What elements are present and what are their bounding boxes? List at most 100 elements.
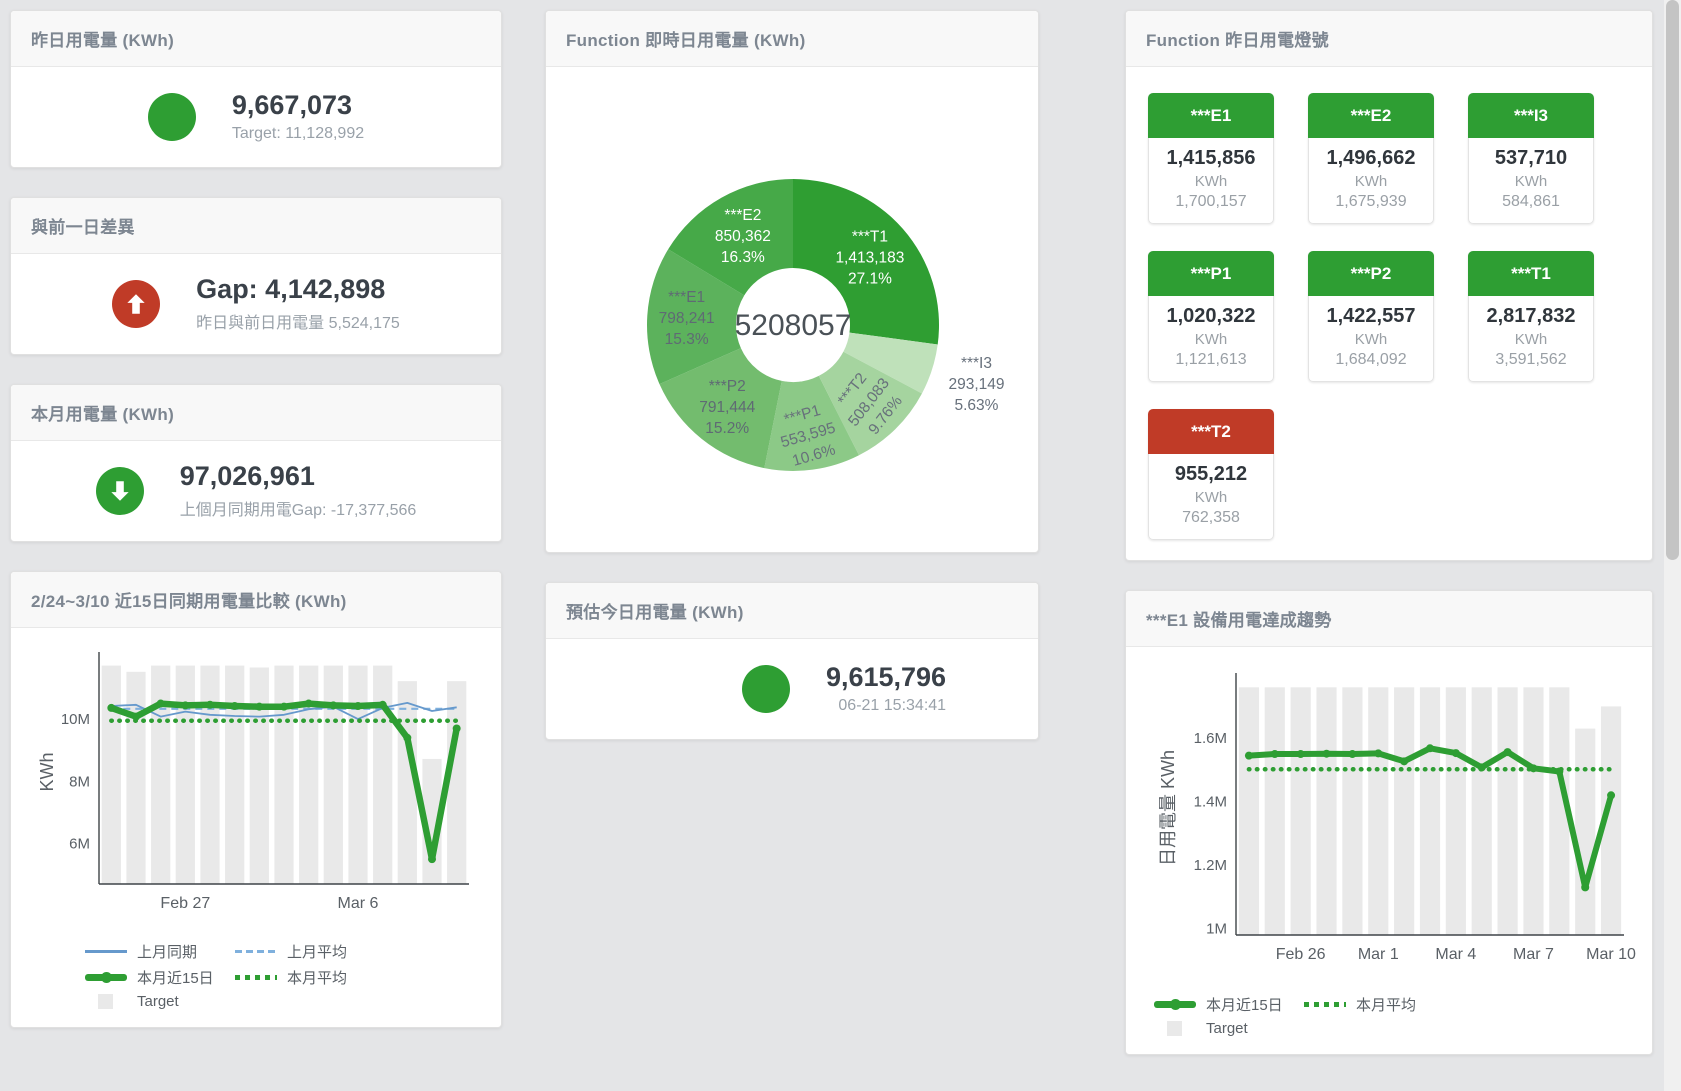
svg-text:6M: 6M	[69, 836, 90, 853]
tile-unit: KWh	[1194, 173, 1228, 190]
legend-item-last-month[interactable]: 上月同期	[85, 941, 235, 962]
svg-text:1.6M: 1.6M	[1194, 730, 1227, 747]
compare-line-chart[interactable]: 6M 8M 10M Feb 27 Mar 6 KWh	[29, 634, 485, 930]
tile-unit: KWh	[1354, 173, 1388, 190]
tile-header: ***E2	[1308, 93, 1434, 138]
card-header: 2/24~3/10 近15日同期用電量比較 (KWh)	[11, 572, 501, 628]
device-tile-t2[interactable]: ***T2 955,212 KWh 762,358	[1148, 409, 1274, 540]
kpi-value: 97,026,961	[179, 461, 315, 492]
arrow-up-icon	[112, 280, 161, 328]
card-body: 9,615,796 06-21 15:34:41	[546, 639, 1038, 739]
tile-unit: KWh	[1514, 173, 1548, 190]
card-header: 昨日用電量 (KWh)	[11, 11, 501, 67]
card-body: 9,667,073 Target: 11,128,992	[11, 67, 501, 167]
realtime-donut-chart[interactable]: ***T1 1,413,183 27.1%***I3 293,149 5.63%***T…	[546, 67, 1040, 552]
kpi-subtitle: Target: 11,128,992	[231, 124, 365, 142]
yesterday-usage-card: 昨日用電量 (KWh) 9,667,073 Target: 11,128,992	[10, 10, 502, 168]
svg-text:5208057: 5208057	[735, 309, 852, 342]
tile-value: 2,817,832	[1486, 305, 1576, 327]
kpi-subtitle: 上個月同期用電Gap: -17,377,566	[179, 501, 417, 519]
device-tile-p2[interactable]: ***P2 1,422,557 KWh 1,684,092	[1308, 251, 1434, 382]
green-status-circle-icon	[741, 665, 790, 713]
legend-item-this-month-avg[interactable]: 本月平均	[1304, 994, 1454, 1015]
green-dot-swatch-icon	[235, 975, 277, 980]
tile-header: ***E1	[1148, 93, 1274, 138]
legend-label: 上月平均	[287, 944, 348, 961]
svg-text:KWh: KWh	[37, 752, 57, 791]
card-header: ***E1 設備用電達成趨勢	[1126, 591, 1652, 647]
legend-item-this-month[interactable]: 本月近15日	[1154, 994, 1304, 1015]
lights-card: Function 昨日用電燈號 ***E1 1,415,856 KWh 1,70…	[1125, 10, 1653, 561]
target-bar-swatch-icon	[98, 994, 113, 1009]
svg-text:Feb 27: Feb 27	[160, 895, 210, 912]
card-title: 本月用電量 (KWh)	[31, 405, 175, 424]
legend-label: 本月近15日	[1206, 997, 1283, 1014]
green-line-swatch-icon	[1154, 999, 1196, 1010]
card-body: Gap: 4,142,898 昨日與前日用電量 5,524,175	[11, 254, 501, 354]
svg-text:1.2M: 1.2M	[1194, 857, 1227, 874]
svg-text:1M: 1M	[1206, 921, 1227, 938]
legend-item-this-month[interactable]: 本月近15日	[85, 967, 235, 988]
tile-unit: KWh	[1194, 331, 1228, 348]
legend-label: Target	[1206, 1020, 1248, 1037]
svg-text:8M: 8M	[69, 773, 90, 790]
tile-target: 1,121,613	[1175, 351, 1247, 368]
kpi-value: 9,667,073	[231, 90, 352, 121]
card-title: Function 昨日用電燈號	[1146, 31, 1329, 50]
tile-value: 1,422,557	[1326, 305, 1416, 327]
trend-line-chart[interactable]: 1M 1.2M 1.4M 1.6M Feb 26 Mar 1 Mar 4 Mar 7 Mar 1…	[1144, 653, 1636, 983]
svg-text:1.4M: 1.4M	[1194, 794, 1227, 811]
card-body: ***T1 1,413,183 27.1% ***I3 293,149 5.63% ***T…	[546, 67, 1038, 552]
tile-unit: KWh	[1514, 331, 1548, 348]
legend-item-target[interactable]: Target	[1154, 1020, 1304, 1037]
legend-label: 本月平均	[287, 970, 348, 987]
left-column: 昨日用電量 (KWh) 9,667,073 Target: 11,128,992…	[10, 10, 502, 1057]
device-tile-p1[interactable]: ***P1 1,020,322 KWh 1,121,613	[1148, 251, 1274, 382]
kpi-value: Gap: 4,142,898	[196, 274, 386, 305]
kpi-subtitle: 06-21 15:34:41	[838, 696, 947, 714]
tile-header: ***T1	[1468, 251, 1594, 296]
tile-header: ***T2	[1148, 409, 1274, 454]
tile-target: 584,861	[1502, 193, 1560, 210]
legend-label: 本月平均	[1356, 997, 1417, 1014]
legend-label: 本月近15日	[137, 970, 214, 987]
tile-target: 1,684,092	[1335, 351, 1407, 368]
tile-target: 3,591,562	[1495, 351, 1567, 368]
card-title: Function 即時日用電量 (KWh)	[566, 31, 806, 50]
tile-value: 1,415,856	[1166, 147, 1256, 169]
legend-item-last-month-avg[interactable]: 上月平均	[235, 941, 385, 962]
estimate-card: 預估今日用電量 (KWh) 9,615,796 06-21 15:34:41	[545, 582, 1039, 740]
right-column: Function 昨日用電燈號 ***E1 1,415,856 KWh 1,70…	[1125, 10, 1653, 1084]
card-title: 與前一日差異	[31, 218, 135, 237]
device-tile-t1[interactable]: ***T1 2,817,832 KWh 3,591,562	[1468, 251, 1594, 382]
scrollbar-thumb[interactable]	[1666, 0, 1679, 560]
tile-header: ***P2	[1308, 251, 1434, 296]
legend-label: 上月同期	[137, 944, 198, 961]
tile-value: 955,212	[1174, 463, 1248, 485]
svg-text:Mar 6: Mar 6	[338, 895, 379, 912]
compare-chart-card: 2/24~3/10 近15日同期用電量比較 (KWh) 6M 8M 10M Feb 2…	[10, 571, 502, 1028]
tile-value: 1,496,662	[1326, 147, 1416, 169]
legend-item-target[interactable]: Target	[85, 993, 235, 1010]
card-header: Function 昨日用電燈號	[1126, 11, 1652, 67]
green-status-circle-icon	[147, 93, 196, 141]
tile-unit: KWh	[1194, 489, 1228, 506]
svg-text:Feb 26: Feb 26	[1276, 946, 1326, 963]
svg-text:10M: 10M	[61, 711, 90, 728]
tile-target: 1,700,157	[1175, 193, 1247, 210]
device-tile-i3[interactable]: ***I3 537,710 KWh 584,861	[1468, 93, 1594, 224]
month-usage-card: 本月用電量 (KWh) 97,026,961 上個月同期用電Gap: -17,3…	[10, 384, 502, 542]
tile-target: 762,358	[1182, 509, 1240, 526]
device-tile-e2[interactable]: ***E2 1,496,662 KWh 1,675,939	[1308, 93, 1434, 224]
svg-text:Mar 1: Mar 1	[1358, 946, 1399, 963]
tile-header: ***P1	[1148, 251, 1274, 296]
legend-item-this-month-avg[interactable]: 本月平均	[235, 967, 385, 988]
vertical-scrollbar	[1664, 0, 1681, 1091]
card-header: 本月用電量 (KWh)	[11, 385, 501, 441]
target-bar-swatch-icon	[1167, 1021, 1182, 1036]
device-tile-e1[interactable]: ***E1 1,415,856 KWh 1,700,157	[1148, 93, 1274, 224]
